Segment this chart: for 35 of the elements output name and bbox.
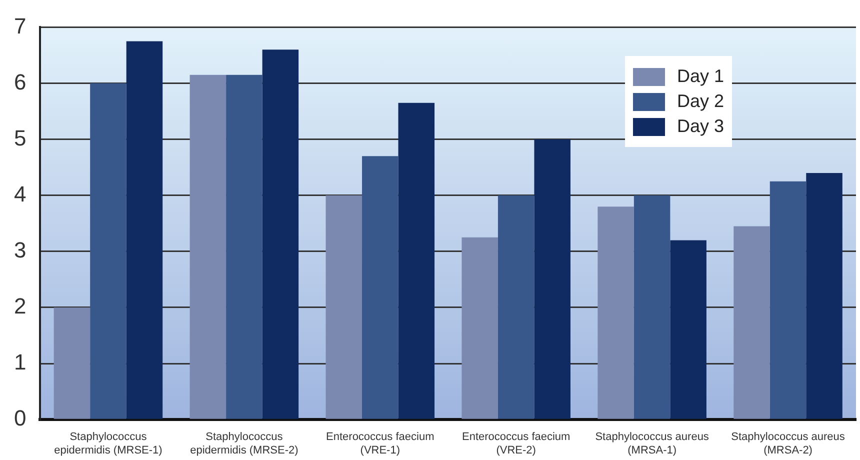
- y-tick-label: 1: [14, 350, 26, 375]
- y-tick-label: 5: [14, 125, 26, 150]
- bar: [126, 41, 163, 419]
- y-tick-label: 0: [14, 406, 26, 431]
- y-tick-label: 7: [14, 13, 26, 38]
- legend-label: Day 3: [676, 116, 724, 137]
- bar: [498, 195, 534, 419]
- bar: [90, 83, 126, 419]
- x-tick-label: Staphylococcus aureus (MRSA-2): [731, 431, 846, 456]
- x-tick-label: Enterococcus faecium (VRE-2): [462, 431, 570, 456]
- y-tick-label: 2: [14, 294, 26, 319]
- x-tick-label: Staphylococcus epidermidis (MRSE-1): [54, 431, 162, 456]
- bar: [770, 181, 806, 419]
- x-tick-label: Staphylococcus aureus (MRSA-1): [595, 431, 710, 456]
- bar: [598, 206, 634, 419]
- bar: [398, 102, 435, 419]
- bar: [262, 50, 299, 419]
- y-tick-label: 6: [14, 69, 26, 94]
- bar: [226, 74, 262, 419]
- x-tick-label: Enterococcus faecium (VRE-1): [326, 431, 434, 456]
- bar: [634, 195, 670, 419]
- bar: [462, 237, 498, 419]
- bar: [54, 307, 90, 419]
- bar: [190, 74, 226, 419]
- bar: [734, 226, 770, 419]
- legend-label: Day 1: [676, 66, 724, 87]
- bar: [670, 240, 706, 419]
- bar: [806, 172, 842, 419]
- legend-label: Day 2: [676, 91, 724, 112]
- bar: [534, 139, 570, 419]
- bar: [326, 195, 362, 419]
- y-tick-label: 3: [14, 237, 26, 262]
- y-tick-label: 4: [14, 181, 26, 206]
- x-tick-label: Staphylococcus epidermidis (MRSE-2): [190, 431, 298, 456]
- bar: [362, 156, 398, 419]
